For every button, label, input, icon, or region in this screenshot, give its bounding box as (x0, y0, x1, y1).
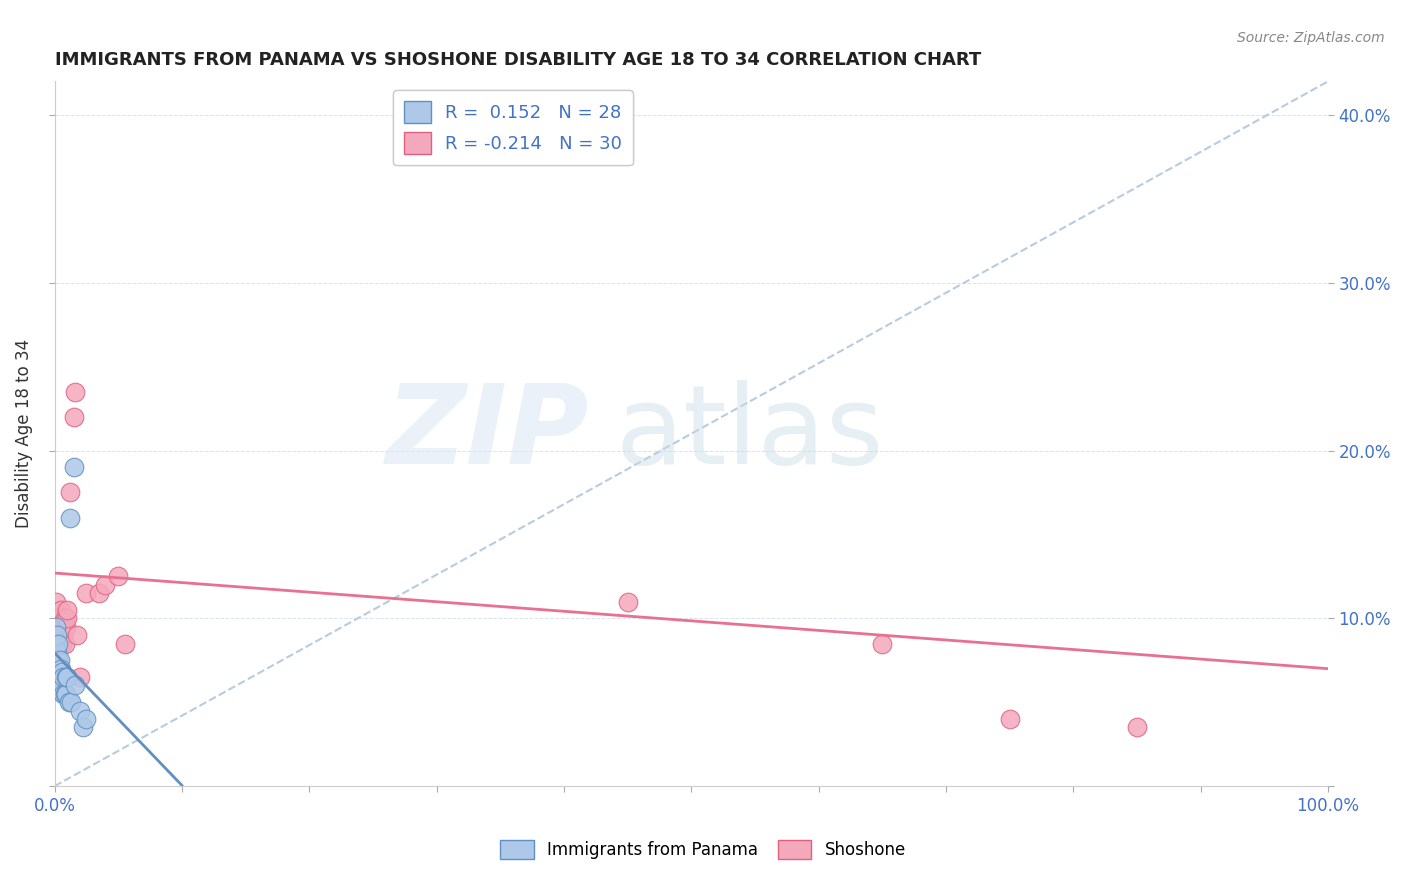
Point (53, 611, 76, 625)
Point (49, 662, 72, 676)
Point (59, 485, 82, 500)
Point (66, 628, 89, 642)
Text: atlas: atlas (614, 380, 883, 487)
Point (56, 603, 79, 617)
Point (51, 678, 73, 692)
Point (45, 620, 67, 634)
Point (51, 665, 73, 679)
Point (87, 586, 110, 600)
Point (51, 636, 73, 650)
Point (55, 670, 77, 684)
Point (1126, 720, 1149, 734)
Point (872, 636, 894, 650)
Point (69, 704, 91, 718)
Point (45, 653, 67, 667)
Point (998, 712, 1021, 726)
Point (45, 636, 67, 650)
Point (51, 620, 73, 634)
Point (55, 687, 77, 701)
Point (46, 645, 69, 659)
Point (52, 687, 75, 701)
Point (69, 670, 91, 684)
Point (75, 712, 97, 726)
Point (49, 678, 72, 692)
Text: Source: ZipAtlas.com: Source: ZipAtlas.com (1237, 31, 1385, 45)
Point (52, 628, 75, 642)
Point (46, 636, 69, 650)
Point (59, 510, 82, 524)
Point (46, 628, 69, 642)
Point (114, 636, 136, 650)
Point (55, 620, 77, 634)
Point (56, 611, 79, 625)
Point (48, 653, 70, 667)
Point (46, 611, 69, 625)
Point (46, 653, 69, 667)
Point (107, 569, 129, 583)
Legend: R =  0.152   N = 28, R = -0.214   N = 30: R = 0.152 N = 28, R = -0.214 N = 30 (392, 90, 633, 165)
Point (46, 628, 69, 642)
Point (48, 670, 70, 684)
Point (52, 670, 75, 684)
Point (75, 586, 97, 600)
Point (63, 384, 86, 399)
Point (72, 720, 94, 734)
Point (94, 578, 117, 592)
Point (45, 636, 67, 650)
Point (46, 620, 69, 634)
Point (45, 594, 67, 608)
Point (62, 460, 84, 475)
Point (62, 409, 84, 424)
Text: IMMIGRANTS FROM PANAMA VS SHOSHONE DISABILITY AGE 18 TO 34 CORRELATION CHART: IMMIGRANTS FROM PANAMA VS SHOSHONE DISAB… (55, 51, 981, 69)
Y-axis label: Disability Age 18 to 34: Disability Age 18 to 34 (15, 339, 32, 528)
Point (616, 594, 638, 608)
Point (49, 620, 72, 634)
Point (48, 611, 70, 625)
Point (53, 636, 76, 650)
Point (49, 603, 72, 617)
Point (60, 695, 83, 709)
Point (53, 687, 76, 701)
Point (46, 662, 69, 676)
Point (58, 695, 80, 709)
Legend: Immigrants from Panama, Shoshone: Immigrants from Panama, Shoshone (494, 833, 912, 866)
Text: ZIP: ZIP (385, 380, 589, 487)
Point (63, 678, 86, 692)
Point (56, 670, 79, 684)
